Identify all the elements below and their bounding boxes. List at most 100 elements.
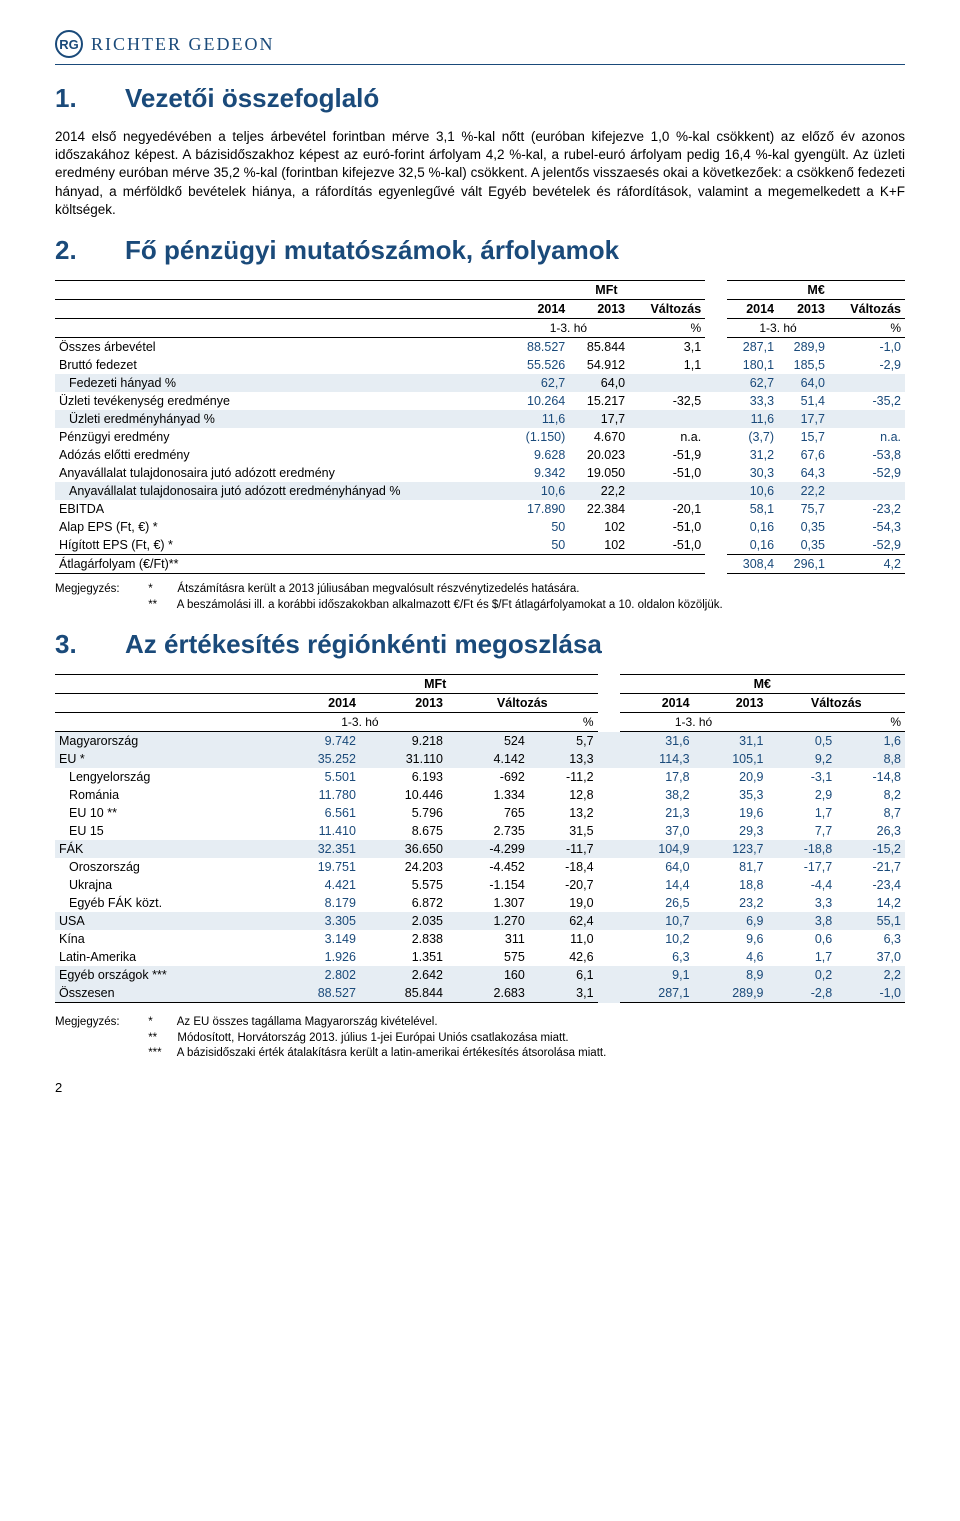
table-cell: Összes árbevétel — [55, 338, 508, 357]
table-row: Anyavállalat tulajdonosaira jutó adózott… — [55, 464, 905, 482]
table-row: Összes árbevétel88.52785.8443,1287,1289,… — [55, 338, 905, 357]
table-cell: 33,3 — [727, 392, 778, 410]
table-row: Egyéb országok ***2.8022.6421606,19,18,9… — [55, 966, 905, 984]
table-row: Kína3.1492.83831111,010,29,60,66,3 — [55, 930, 905, 948]
table-cell: 7,7 — [768, 822, 837, 840]
t1-hdr-pct-mft: % — [629, 319, 705, 338]
table-cell: 6.561 — [273, 804, 360, 822]
table-cell: 0,35 — [778, 518, 829, 536]
t1-hdr-ho-me: 1-3. hó — [727, 319, 829, 338]
table-cell: 19.050 — [569, 464, 629, 482]
table-cell — [705, 410, 727, 428]
table-cell: 29,3 — [694, 822, 768, 840]
table-cell: -51,0 — [629, 518, 705, 536]
section-2-heading: 2. Fő pénzügyi mutatószámok, árfolyamok — [55, 235, 905, 266]
table-cell: 62,7 — [727, 374, 778, 392]
table-cell: 31,5 — [529, 822, 598, 840]
table-cell: 32.351 — [273, 840, 360, 858]
table-cell: -53,8 — [829, 446, 905, 464]
notes1-text2: A beszámolási ill. a korábbi időszakokba… — [177, 599, 723, 611]
table-cell — [598, 768, 620, 786]
table-cell: 289,9 — [694, 984, 768, 1003]
table-cell: -23,2 — [829, 500, 905, 518]
table-cell: 9.342 — [508, 464, 570, 482]
table-cell: 22,2 — [569, 482, 629, 500]
table-cell: 64,0 — [778, 374, 829, 392]
table-cell: Anyavállalat tulajdonosaira jutó adózott… — [55, 482, 508, 500]
table-cell — [598, 984, 620, 1003]
table-cell: -51,0 — [629, 464, 705, 482]
table-cell: -4,4 — [768, 876, 837, 894]
table-cell: 3,3 — [768, 894, 837, 912]
table-cell: n.a. — [829, 428, 905, 446]
table-cell: 8,8 — [836, 750, 905, 768]
table-cell — [705, 392, 727, 410]
table-cell: -18,4 — [529, 858, 598, 876]
table-row: Magyarország9.7429.2185245,731,631,10,51… — [55, 732, 905, 751]
t2-hdr-ho-mft: 1-3. hó — [273, 713, 447, 732]
table-cell — [829, 374, 905, 392]
table-cell: 6,9 — [694, 912, 768, 930]
table-cell: Átlagárfolyam (€/Ft)** — [55, 555, 508, 574]
notes2-text3: A bázisidőszaki érték átalakításra kerül… — [177, 1047, 607, 1059]
table-cell: 6.872 — [360, 894, 447, 912]
table-cell: -17,7 — [768, 858, 837, 876]
table-cell: Latin-Amerika — [55, 948, 273, 966]
table-cell: 31,2 — [727, 446, 778, 464]
notes1-star2: ** — [148, 598, 174, 614]
table-cell: 6,3 — [620, 948, 694, 966]
table-cell: 21,3 — [620, 804, 694, 822]
table-cell: 23,2 — [694, 894, 768, 912]
table-cell: Alap EPS (Ft, €) * — [55, 518, 508, 536]
table-cell: 31,1 — [694, 732, 768, 751]
table-cell: 19,6 — [694, 804, 768, 822]
table-cell: -2,9 — [829, 356, 905, 374]
table-cell — [829, 482, 905, 500]
table-cell: 11.780 — [273, 786, 360, 804]
table-cell: 289,9 — [778, 338, 829, 357]
table-cell: 4.421 — [273, 876, 360, 894]
table-cell: 88.527 — [273, 984, 360, 1003]
table-cell: 51,4 — [778, 392, 829, 410]
table-row: Románia11.78010.4461.33412,838,235,32,98… — [55, 786, 905, 804]
table-cell: 1.351 — [360, 948, 447, 966]
table-cell: 13,3 — [529, 750, 598, 768]
table-cell: 26,5 — [620, 894, 694, 912]
table-cell: 22,2 — [778, 482, 829, 500]
table-cell: Bruttó fedezet — [55, 356, 508, 374]
table-cell: -52,9 — [829, 536, 905, 555]
table-cell: Kína — [55, 930, 273, 948]
table-cell: 0,35 — [778, 536, 829, 555]
table-cell: -52,9 — [829, 464, 905, 482]
table-cell: 85.844 — [569, 338, 629, 357]
table-cell: 2.683 — [447, 984, 529, 1003]
table-cell — [569, 555, 629, 574]
t1-hdr-me: M€ — [727, 281, 905, 300]
table-cell: EU 10 ** — [55, 804, 273, 822]
table-cell: 6,1 — [529, 966, 598, 984]
table-cell: 2.802 — [273, 966, 360, 984]
table-row: Hígított EPS (Ft, €) *50102-51,00,160,35… — [55, 536, 905, 555]
table-cell: -20,7 — [529, 876, 598, 894]
table-cell: 1,7 — [768, 948, 837, 966]
table-cell: -18,8 — [768, 840, 837, 858]
table-cell: 5.501 — [273, 768, 360, 786]
table-cell: Románia — [55, 786, 273, 804]
table-cell: 11.410 — [273, 822, 360, 840]
table-cell — [629, 410, 705, 428]
table-cell: 8,2 — [836, 786, 905, 804]
table-cell: Egyéb országok *** — [55, 966, 273, 984]
table-cell: -11,7 — [529, 840, 598, 858]
table-cell: 12,8 — [529, 786, 598, 804]
table-cell: 3,8 — [768, 912, 837, 930]
table-cell — [705, 428, 727, 446]
table-row: Egyéb FÁK közt.8.1796.8721.30719,026,523… — [55, 894, 905, 912]
table-cell: Lengyelország — [55, 768, 273, 786]
table-cell: 35.252 — [273, 750, 360, 768]
table-row: Üzleti tevékenység eredménye10.26415.217… — [55, 392, 905, 410]
table-cell — [598, 930, 620, 948]
table-cell: -692 — [447, 768, 529, 786]
table-cell: 62,7 — [508, 374, 570, 392]
table-cell: 9,6 — [694, 930, 768, 948]
table-cell: n.a. — [629, 428, 705, 446]
